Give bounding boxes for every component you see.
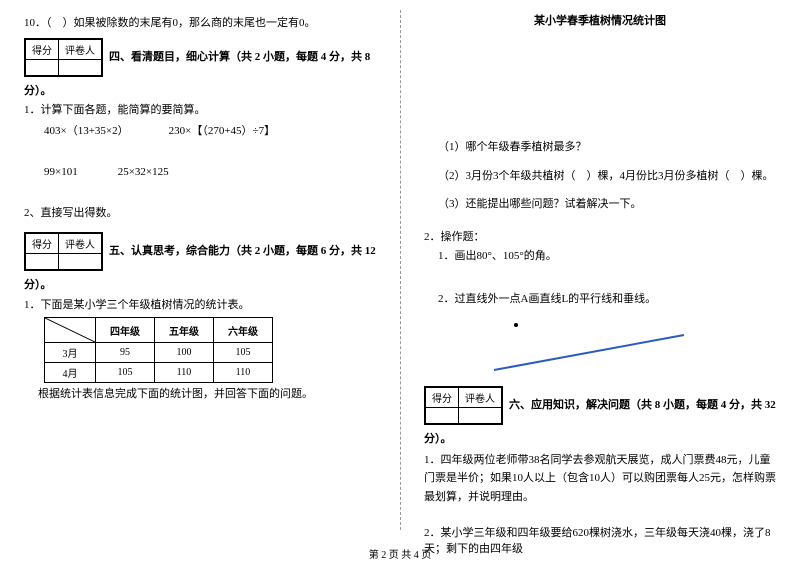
grader-label: 评卷人 — [59, 39, 102, 59]
table-col-header: 六年级 — [214, 318, 273, 343]
calc-expr: 403×（13+35×2） — [44, 122, 129, 138]
q5-1b-text: 根据统计表信息完成下面的统计图，并回答下面的问题。 — [38, 386, 376, 403]
section-6-title: 六、应用知识，解决问题（共 8 小题，每题 4 分，共 32 — [509, 399, 776, 411]
calc-row-2: 99×101 25×32×125 — [44, 166, 376, 178]
grader-cell — [459, 408, 502, 424]
score-label: 得分 — [426, 388, 459, 408]
table-col-header: 四年级 — [96, 318, 155, 343]
table-row: 3月 95 100 105 — [45, 343, 273, 363]
section-4-title: 四、看清题目，细心计算（共 2 小题，每题 4 分，共 8 — [109, 51, 370, 63]
score-cell — [426, 408, 459, 424]
bar-chart — [464, 30, 776, 133]
chart-title: 某小学春季植树情况统计图 — [424, 12, 776, 28]
table-row: 4月 105 110 110 — [45, 363, 273, 383]
q4-1-text: 1．计算下面各题，能简算的要简算。 — [24, 102, 376, 119]
q2-text: 2．操作题： — [424, 229, 776, 246]
calc-expr: 230×【（270+45）÷7】 — [169, 122, 275, 138]
chart-q2: （2）3月份3个年级共植树（ ）棵，4月份比3月份多植树（ ）棵。 — [438, 168, 776, 185]
section-6-header: 得分评卷人 六、应用知识，解决问题（共 8 小题，每题 4 分，共 32 — [424, 386, 776, 425]
score-label: 得分 — [26, 234, 59, 254]
section-4-header: 得分评卷人 四、看清题目，细心计算（共 2 小题，每题 4 分，共 8 — [24, 38, 376, 77]
q5-1-text: 1．下面是某小学三个年级植树情况的统计表。 — [24, 297, 376, 314]
page-footer: 第 2 页 共 4 页 — [0, 546, 800, 561]
q10-text: 10．（ ）如果被除数的末尾有0，那么商的末尾也一定有0。 — [24, 15, 376, 32]
table-cell: 110 — [214, 363, 273, 383]
grader-label: 评卷人 — [459, 388, 502, 408]
left-column: 10．（ ）如果被除数的末尾有0，那么商的末尾也一定有0。 得分评卷人 四、看清… — [0, 0, 400, 540]
section-5-title-cont: 分）。 — [24, 277, 376, 294]
grader-cell — [59, 254, 102, 270]
table-cell: 95 — [96, 343, 155, 363]
table-cell: 110 — [155, 363, 214, 383]
planting-table: 四年级 五年级 六年级 3月 95 100 105 4月 105 110 110 — [44, 317, 273, 383]
score-label: 得分 — [26, 39, 59, 59]
calc-expr: 99×101 — [44, 166, 78, 178]
table-month: 4月 — [45, 363, 96, 383]
grader-cell — [59, 59, 102, 75]
score-cell — [26, 59, 59, 75]
section-4-title-cont: 分）。 — [24, 83, 376, 100]
calc-row-1: 403×（13+35×2） 230×【（270+45）÷7】 — [44, 122, 376, 138]
q4-2-text: 2、直接写出得数。 — [24, 205, 376, 222]
section-5-header: 得分评卷人 五、认真思考，综合能力（共 2 小题，每题 6 分，共 12 — [24, 232, 376, 271]
q2-2-text: 2．过直线外一点A画直线L的平行线和垂线。 — [438, 291, 776, 308]
chart-q1: （1）哪个年级春季植树最多？ — [438, 139, 776, 156]
score-box: 得分评卷人 — [424, 386, 503, 425]
right-column: 某小学春季植树情况统计图 （1）哪个年级春季植树最多？ （2）3月份3个年级共植… — [400, 0, 800, 540]
q2-1-text: 1．画出80°、105°的角。 — [438, 248, 776, 265]
q6-1-text: 1．四年级两位老师带38名同学去参观航天展览，成人门票费48元，儿童门票是半价；… — [424, 451, 776, 507]
table-cell: 105 — [96, 363, 155, 383]
grader-label: 评卷人 — [59, 234, 102, 254]
table-diag-header — [45, 318, 96, 343]
section-6-title-cont: 分）。 — [424, 431, 776, 448]
table-cell: 100 — [155, 343, 214, 363]
score-box: 得分评卷人 — [24, 38, 103, 77]
table-cell: 105 — [214, 343, 273, 363]
line-l — [494, 335, 684, 370]
table-col-header: 五年级 — [155, 318, 214, 343]
geometry-figure — [464, 315, 776, 378]
point-a-icon — [514, 323, 518, 327]
chart-q3: （3）还能提出哪些问题？试着解决一下。 — [438, 196, 776, 213]
table-month: 3月 — [45, 343, 96, 363]
calc-expr: 25×32×125 — [118, 166, 169, 178]
section-5-title: 五、认真思考，综合能力（共 2 小题，每题 6 分，共 12 — [109, 245, 376, 257]
score-box: 得分评卷人 — [24, 232, 103, 271]
score-cell — [26, 254, 59, 270]
